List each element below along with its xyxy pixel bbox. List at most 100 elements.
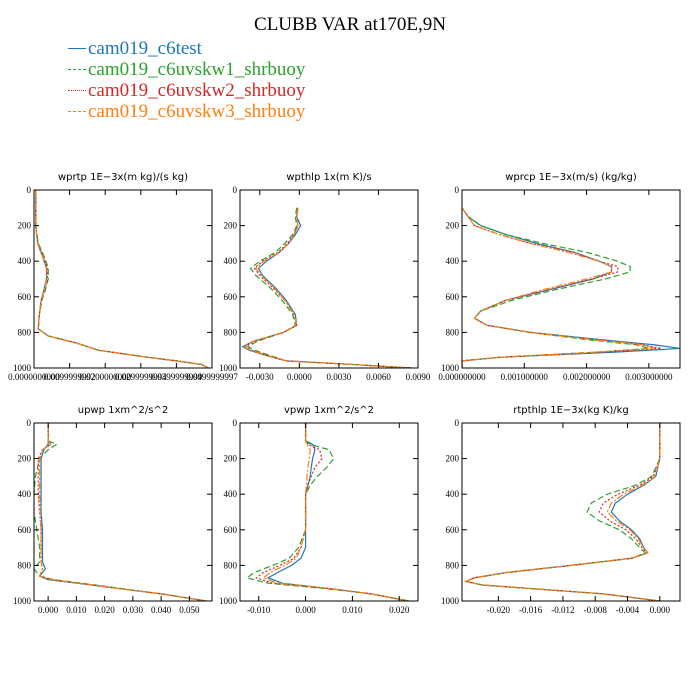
x-tick-label: 0.020 xyxy=(95,605,116,615)
series-line xyxy=(35,190,209,368)
x-tick-label: 0.020 xyxy=(389,605,410,615)
x-tick-label: -0.010 xyxy=(247,605,271,615)
chart-panel: vpwp 1xm^2/s^2 0 200 400 600 800 1000 -0.010 0.0… xyxy=(219,405,419,615)
y-tick-label: 800 xyxy=(446,560,460,570)
series-line xyxy=(464,423,661,601)
x-tick-label: 0.050 xyxy=(179,605,200,615)
x-tick-label: 0.000 xyxy=(38,605,59,615)
chart-panel: upwp 1xm^2/s^2 0 200 400 600 800 1000 0.000 0.01… xyxy=(13,405,213,615)
series-line xyxy=(38,423,207,601)
series-line xyxy=(262,423,409,601)
x-tick-label: 0.030 xyxy=(123,605,144,615)
x-tick-label: 0.0000000000 xyxy=(8,372,60,382)
x-tick-label: 0.0499999997 xyxy=(186,372,238,382)
series-line xyxy=(245,423,409,601)
plot-frame xyxy=(33,422,213,602)
legend-swatch xyxy=(68,48,86,49)
y-tick-label: 1000 xyxy=(13,363,32,373)
y-tick-label: 1000 xyxy=(441,596,460,606)
series-line xyxy=(255,423,409,601)
y-tick-label: 200 xyxy=(224,454,238,464)
x-tick-label: 0.0399999999 xyxy=(151,372,203,382)
x-tick-label: -0.0030 xyxy=(246,372,274,382)
y-tick-label: 200 xyxy=(446,221,460,231)
x-tick-label: 0.010 xyxy=(342,605,363,615)
y-tick-label: 400 xyxy=(446,256,460,266)
y-tick-label: 1000 xyxy=(13,596,32,606)
series-line xyxy=(266,423,409,601)
plot-frame xyxy=(239,189,419,369)
x-tick-label: -0.016 xyxy=(519,605,543,615)
x-tick-label: 0.003000000 xyxy=(625,372,673,382)
y-tick-label: 400 xyxy=(18,256,32,266)
y-tick-label: 600 xyxy=(446,292,460,302)
legend-swatch xyxy=(68,90,86,91)
panel-title: vpwp 1xm^2/s^2 xyxy=(284,405,374,416)
y-tick-label: 0 xyxy=(233,185,238,195)
x-tick-label: 0.0030 xyxy=(327,372,352,382)
legend-label: cam019_c6uvskw1_shrbuoy xyxy=(88,59,306,80)
y-tick-label: 0 xyxy=(455,185,460,195)
series-line xyxy=(242,207,412,368)
plot-frame xyxy=(33,189,213,369)
plot-frame xyxy=(239,422,419,602)
chart-panel: wpthlp 1x(m K)/s 0 200 400 600 800 1000 -0.0030… xyxy=(219,172,431,382)
y-tick-label: 200 xyxy=(18,221,32,231)
x-tick-label: 0.0099999992 xyxy=(44,372,96,382)
chart-panel: rtpthlp 1E−3x(kg K)/kg 0 200 400 600 800 1000 -… xyxy=(441,405,681,615)
y-tick-label: 1000 xyxy=(219,596,238,606)
series-line xyxy=(462,207,656,368)
series-line xyxy=(241,207,412,368)
y-tick-label: 400 xyxy=(224,489,238,499)
y-tick-label: 1000 xyxy=(219,363,238,373)
series-line xyxy=(38,423,207,601)
x-tick-label: -0.020 xyxy=(487,605,511,615)
x-tick-label: 0.0000 xyxy=(287,372,312,382)
x-tick-label: 0.000000000 xyxy=(438,372,486,382)
y-tick-label: 800 xyxy=(224,560,238,570)
y-tick-label: 0 xyxy=(455,418,460,428)
x-tick-label: 0.001000000 xyxy=(501,372,549,382)
plot-frame xyxy=(461,189,681,369)
series-line xyxy=(37,423,207,601)
y-tick-label: 200 xyxy=(224,221,238,231)
y-tick-label: 600 xyxy=(224,525,238,535)
y-tick-label: 0 xyxy=(233,418,238,428)
y-tick-label: 800 xyxy=(446,327,460,337)
legend-swatch xyxy=(68,69,86,70)
panel-title: wprtp 1E−3x(m kg)/(s kg) xyxy=(58,172,188,183)
y-tick-label: 600 xyxy=(18,525,32,535)
x-tick-label: 0.0200000000 xyxy=(79,372,131,382)
x-tick-label: -0.008 xyxy=(584,605,608,615)
panel-title: wpthlp 1x(m K)/s xyxy=(286,172,371,183)
series-line xyxy=(35,190,209,368)
y-tick-label: 800 xyxy=(18,327,32,337)
series-line xyxy=(35,190,209,368)
y-tick-label: 0 xyxy=(27,418,32,428)
x-tick-label: 0.000 xyxy=(295,605,316,615)
y-tick-label: 200 xyxy=(18,454,32,464)
series-line xyxy=(34,423,207,601)
x-tick-label: 0.002000000 xyxy=(563,372,611,382)
y-tick-label: 0 xyxy=(27,185,32,195)
series-line xyxy=(35,190,209,368)
y-tick-label: 400 xyxy=(446,489,460,499)
panel-title: rtpthlp 1E−3x(kg K)/kg xyxy=(513,405,628,416)
x-tick-label: 0.0060 xyxy=(366,372,391,382)
series-line xyxy=(246,207,412,368)
x-tick-label: 0.010 xyxy=(66,605,87,615)
y-tick-label: 400 xyxy=(18,489,32,499)
series-line xyxy=(464,423,661,601)
plot-frame xyxy=(461,422,681,602)
chart-panel: wprcp 1E−3x(m/s) (kg/kg) 0 200 400 600 800 100… xyxy=(438,172,681,382)
panel-title: upwp 1xm^2/s^2 xyxy=(78,405,168,416)
legend-label: cam019_c6test xyxy=(88,38,202,59)
chart-panel: wprtp 1E−3x(m kg)/(s kg) 0 200 400 600 800 100… xyxy=(8,172,238,382)
legend-swatch xyxy=(68,111,86,112)
x-tick-label: 0.0299999994 xyxy=(115,372,167,382)
y-tick-label: 400 xyxy=(224,256,238,266)
legend-label: cam019_c6uvskw3_shrbuoy xyxy=(88,101,306,122)
x-tick-label: 0.000 xyxy=(650,605,671,615)
y-tick-label: 800 xyxy=(224,327,238,337)
